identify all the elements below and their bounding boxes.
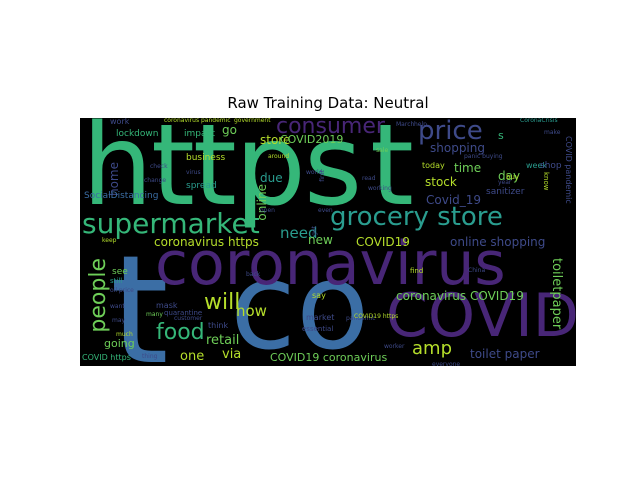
word-may: may xyxy=(112,317,126,324)
word-online-shopping: online shopping xyxy=(450,235,546,249)
word-grocery-store: grocery store xyxy=(330,202,503,232)
word-https: https xyxy=(82,118,362,231)
word-back: back xyxy=(246,271,261,278)
figure-title: Raw Training Data: Neutral xyxy=(227,94,429,112)
word-thing: thing xyxy=(142,353,158,360)
word-t-2: t xyxy=(110,224,169,366)
word-COVID19-https: COVID19 https xyxy=(354,313,399,320)
word-China: China xyxy=(468,267,486,274)
word-COVID: COVID xyxy=(386,281,576,351)
word-today: today xyxy=(422,161,445,170)
word-mask: mask xyxy=(156,301,178,310)
word-see: see xyxy=(112,267,128,277)
word-SocialDistancing: SocialDistancing xyxy=(84,191,159,201)
word-COVID-pandemic: COVID pandemic xyxy=(564,136,573,204)
word-supermarket: supermarket xyxy=(82,207,260,240)
word-everyone: everyone xyxy=(432,361,461,367)
word-shop: shop xyxy=(540,161,562,171)
word-world: world xyxy=(306,169,323,176)
word-week: week xyxy=(526,161,548,170)
word-customer: customer xyxy=(174,315,203,322)
word-know: know xyxy=(542,172,550,191)
word-first: first xyxy=(319,170,326,182)
word-even: even xyxy=(318,207,333,214)
word-cloud: https t t co coronavirus COVID supermark… xyxy=(80,118,576,366)
word-going: going xyxy=(104,337,135,350)
word-online: online xyxy=(255,184,269,221)
word-keep: keep xyxy=(102,237,117,244)
word-coronavirus-https: coronavirus https xyxy=(154,235,259,249)
word-work: work xyxy=(110,118,130,126)
word-COVID19: COVID19 xyxy=(356,235,410,249)
word-many: many xyxy=(146,311,163,318)
word-t: t xyxy=(370,118,414,231)
word-government: government xyxy=(234,118,271,124)
word-shopping: shopping xyxy=(430,141,485,155)
word-want: want xyxy=(110,303,125,310)
word-sale: sale xyxy=(376,147,389,154)
word-COVID-https: COVID https xyxy=(82,353,131,362)
word-coronavirus-pandemic: coronavirus pandemic xyxy=(164,118,231,124)
word-COVID2019: COVID2019 xyxy=(280,133,344,146)
word-working: working xyxy=(368,185,392,192)
word-coronavirus-COVID19: coronavirus COVID19 xyxy=(396,289,524,303)
word-buy: buy xyxy=(506,173,520,181)
word-pandemic: pandemic xyxy=(346,315,376,322)
word-consumer: consumer xyxy=(276,118,385,139)
word-price: price xyxy=(418,118,483,146)
word-still: still xyxy=(110,277,123,285)
word-change: change xyxy=(144,177,167,184)
word-check: check xyxy=(150,163,168,170)
word-toiletpaper: toiletpaper xyxy=(549,258,564,330)
word-open: open xyxy=(260,207,275,214)
word-food: food xyxy=(156,320,205,345)
word-retail: retail xyxy=(206,333,240,348)
word-new: new xyxy=(308,233,333,247)
word-time: time xyxy=(454,161,482,175)
word-CoronaCrisis: CoronaCrisis xyxy=(520,118,558,124)
word-sanitizer: sanitizer xyxy=(486,187,525,197)
word-s: s xyxy=(498,129,504,142)
word-toilet-paper: toilet paper xyxy=(470,347,540,361)
word-lockdown: lockdown xyxy=(116,129,159,139)
word-around: around xyxy=(268,153,290,160)
word-make: make xyxy=(544,129,561,136)
word-day: day xyxy=(498,169,521,183)
word-via: via xyxy=(222,347,242,362)
word-Covid_19: Covid_19 xyxy=(426,193,482,207)
word-coronavirus: coronavirus xyxy=(155,229,506,299)
word-oil-price: oil price xyxy=(110,287,134,294)
word-get: get xyxy=(311,226,318,236)
word-worker: worker xyxy=(384,343,405,350)
word-impact: impact xyxy=(184,129,215,139)
word-will: will xyxy=(204,290,241,315)
word-essential: essential xyxy=(302,325,334,333)
word-read: read xyxy=(362,175,376,182)
word-panic-buying: panic buying xyxy=(464,153,503,160)
word-need: need xyxy=(280,224,318,242)
word-much: much xyxy=(116,331,133,338)
word-year: year xyxy=(498,179,512,186)
word-quarantine: quarantine xyxy=(164,309,203,317)
word-market: market xyxy=(306,313,335,322)
word-business: business xyxy=(186,153,226,163)
word-amp: amp xyxy=(412,338,452,359)
word-COVID19-coronavirus: COVID19 coronavirus xyxy=(270,351,388,364)
word-virus: virus xyxy=(186,169,201,176)
word-store: store xyxy=(260,133,291,147)
word-say: say xyxy=(312,291,326,300)
word-think: think xyxy=(208,321,229,330)
word-help: help xyxy=(414,121,427,128)
word-go: go xyxy=(222,123,237,137)
word-co: co xyxy=(230,238,370,367)
word-people: people xyxy=(86,258,111,333)
word-stock: stock xyxy=(425,175,457,189)
word-March: March xyxy=(396,121,415,128)
word-spread: spread xyxy=(186,181,217,191)
word-due: due xyxy=(260,171,283,185)
word-find: find xyxy=(410,267,424,275)
word-now: now xyxy=(236,302,267,320)
word-one: one xyxy=(180,349,205,364)
